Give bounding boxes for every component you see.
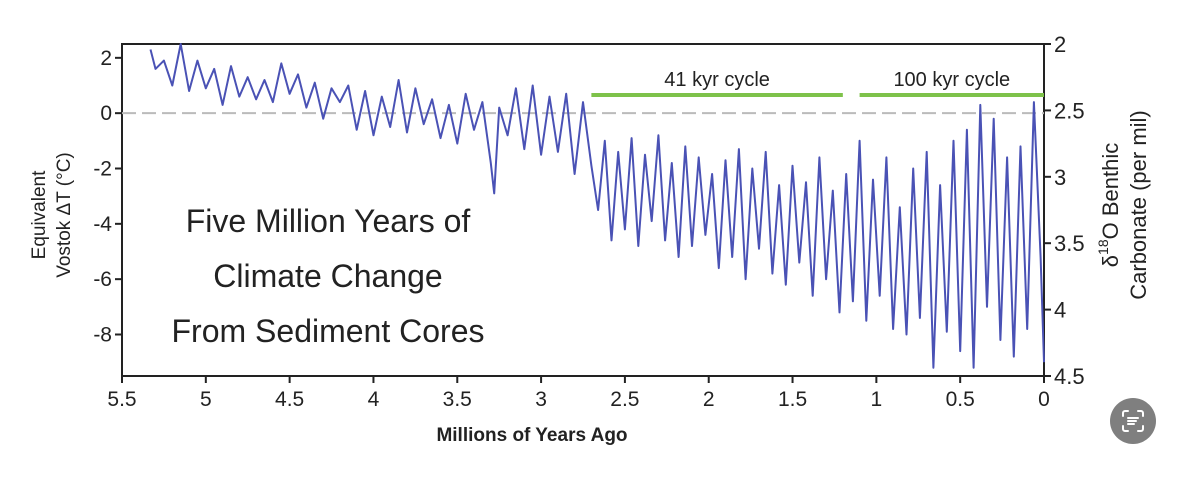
- series-line-0: [149, 43, 1045, 369]
- y-left-label-line-2: Vostok ΔT (°C): [54, 152, 75, 278]
- series-group: [149, 43, 1045, 369]
- y-right-tick-label-1: 2.5: [1054, 98, 1085, 123]
- y-left-tick-label-1: 0: [100, 102, 112, 125]
- scan-text-icon: [1122, 410, 1144, 432]
- x-tick-label-6: 2.5: [610, 388, 639, 411]
- x-tick-label-1: 5: [200, 388, 212, 411]
- y-right-label-rest: O Benthic: [1098, 143, 1123, 240]
- chart-title-line-2: Climate Change: [213, 258, 442, 294]
- plot-frame: [121, 43, 1045, 377]
- superscript-18: 18: [1095, 239, 1111, 255]
- x-tick-label-10: 0.5: [946, 388, 975, 411]
- x-tick-label-2: 4.5: [275, 388, 304, 411]
- x-tick-label-5: 3: [535, 388, 547, 411]
- x-tick-label-0: 5.5: [107, 388, 136, 411]
- y-left-tick-label-2: -2: [93, 158, 112, 181]
- y-right-tick-label-3: 3.5: [1054, 231, 1085, 256]
- cycle-label-0: 41 kyr cycle: [664, 69, 770, 91]
- y-right-tick-label-4: 4: [1054, 298, 1066, 323]
- y-right-label: δ18O Benthic Carbonate (per mil): [1095, 110, 1151, 300]
- y-left-tick-label-0: 2: [100, 47, 112, 70]
- chart-title-line-3: From Sediment Cores: [172, 313, 485, 349]
- x-tick-label-7: 2: [703, 388, 715, 411]
- y-right-tick-label-5: 4.5: [1054, 364, 1085, 389]
- y-left-tick-label-4: -6: [93, 268, 112, 291]
- y-left-label: Equivalent Vostok ΔT (°C): [29, 152, 75, 278]
- y-left-label-line-1: Equivalent: [29, 170, 50, 259]
- cycle-markers: 41 kyr cycle 100 kyr cycle: [591, 69, 1044, 97]
- y-right-label-line-2: Carbonate (per mil): [1126, 110, 1151, 300]
- x-tick-label-3: 4: [368, 388, 380, 411]
- x-tick-label-9: 1: [871, 388, 883, 411]
- y-right-label-line-1: δ18O Benthic: [1095, 143, 1123, 267]
- scan-text-button[interactable]: [1110, 398, 1156, 444]
- y-left-ticks: 2 0 -2 -4 -6 -8: [93, 47, 122, 347]
- y-right-ticks: 2 2.5 3 3.5 4 4.5: [1044, 32, 1085, 389]
- x-axis-ticks: 5.5 5 4.5 4 3.5 3 2.5 2 1.5 1 0.5 0: [107, 376, 1050, 411]
- y-right-tick-label-2: 3: [1054, 165, 1066, 190]
- x-tick-label-11: 0: [1038, 388, 1050, 411]
- x-axis-label: Millions of Years Ago: [436, 425, 627, 446]
- delta-symbol: δ: [1098, 255, 1123, 267]
- cycle-label-1: 100 kyr cycle: [893, 69, 1010, 91]
- chart-title-line-1: Five Million Years of: [186, 203, 471, 239]
- y-right-tick-label-0: 2: [1054, 32, 1066, 57]
- y-left-tick-label-3: -4: [93, 213, 112, 236]
- x-tick-label-4: 3.5: [443, 388, 472, 411]
- x-tick-label-8: 1.5: [778, 388, 807, 411]
- y-left-tick-label-5: -8: [93, 324, 112, 347]
